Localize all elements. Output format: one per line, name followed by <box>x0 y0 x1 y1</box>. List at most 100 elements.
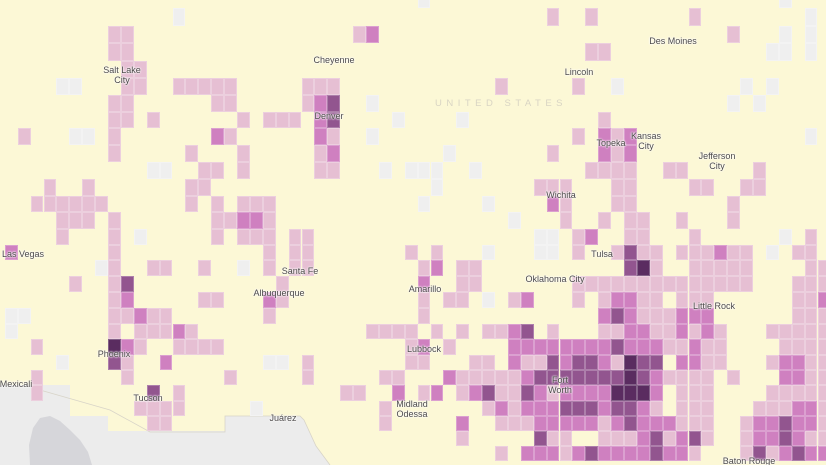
grid-cell-level-1[interactable] <box>507 401 521 417</box>
grid-cell-level-1[interactable] <box>301 77 315 95</box>
grid-cell-level-1[interactable] <box>482 401 495 417</box>
grid-cell-level-1[interactable] <box>262 260 276 276</box>
grid-cell-level-1[interactable] <box>636 212 650 229</box>
grid-cell-level-1[interactable] <box>559 212 573 229</box>
grid-cell-level-2[interactable] <box>120 292 134 308</box>
grid-cell-level-1[interactable] <box>108 276 121 292</box>
grid-cell-level-1[interactable] <box>675 162 689 179</box>
grid-cell-level-1[interactable] <box>572 77 586 95</box>
grid-cell-level-2[interactable] <box>249 212 263 229</box>
grid-cell-level-1[interactable] <box>404 339 418 355</box>
grid-cell-level-1[interactable] <box>378 401 392 417</box>
grid-cell-level-1[interactable] <box>559 179 573 196</box>
grid-cell-level-1[interactable] <box>662 431 676 447</box>
grid-cell-level-1[interactable] <box>675 276 689 292</box>
grid-cell-no-data[interactable] <box>56 354 70 370</box>
grid-cell-level-1[interactable] <box>688 446 702 462</box>
grid-cell-level-1[interactable] <box>804 292 818 308</box>
grid-cell-level-1[interactable] <box>327 128 341 145</box>
grid-cell-level-1[interactable] <box>159 308 173 324</box>
grid-cell-no-data[interactable] <box>443 145 457 163</box>
grid-cell-level-2[interactable] <box>572 385 586 402</box>
grid-cell-level-2[interactable] <box>559 416 573 432</box>
grid-cell-level-1[interactable] <box>108 244 121 260</box>
grid-cell-level-1[interactable] <box>301 260 315 276</box>
grid-cell-level-1[interactable] <box>675 212 689 229</box>
grid-cell-level-2[interactable] <box>546 339 560 355</box>
grid-cell-level-1[interactable] <box>108 25 121 44</box>
grid-cell-level-1[interactable] <box>727 195 741 213</box>
grid-cell-level-1[interactable] <box>507 292 521 308</box>
grid-cell-level-2[interactable] <box>417 276 431 292</box>
grid-cell-level-1[interactable] <box>30 370 44 386</box>
grid-cell-level-1[interactable] <box>159 416 173 432</box>
grid-cell-no-data[interactable] <box>133 229 147 245</box>
grid-cell-level-1[interactable] <box>753 179 766 196</box>
grid-cell-level-1[interactable] <box>146 260 160 276</box>
grid-cell-no-data[interactable] <box>159 162 173 179</box>
grid-cell-level-2[interactable] <box>585 229 599 245</box>
grid-cell-level-1[interactable] <box>30 195 44 213</box>
grid-cell-level-2[interactable] <box>120 339 134 355</box>
grid-cell-level-1[interactable] <box>636 276 650 292</box>
grid-cell-level-1[interactable] <box>430 323 444 340</box>
grid-cell-level-1[interactable] <box>456 276 470 292</box>
grid-cell-level-1[interactable] <box>598 111 612 129</box>
grid-cell-level-1[interactable] <box>417 260 431 276</box>
grid-cell-level-1[interactable] <box>133 323 147 340</box>
grid-cell-level-2[interactable] <box>546 446 560 462</box>
grid-cell-level-1[interactable] <box>701 385 715 402</box>
grid-cell-level-1[interactable] <box>546 8 560 26</box>
grid-cell-level-3[interactable] <box>559 401 573 417</box>
grid-cell-level-2[interactable] <box>636 431 650 447</box>
grid-cell-no-data[interactable] <box>740 77 753 95</box>
grid-cell-level-1[interactable] <box>133 401 147 417</box>
grid-cell-level-1[interactable] <box>817 385 826 402</box>
grid-cell-level-1[interactable] <box>262 229 276 245</box>
grid-cell-level-1[interactable] <box>17 128 31 145</box>
grid-cell-level-1[interactable] <box>817 401 826 417</box>
grid-cell-level-2[interactable] <box>314 128 328 145</box>
grid-cell-level-2[interactable] <box>765 416 779 432</box>
grid-cell-level-2[interactable] <box>469 385 483 402</box>
grid-cell-level-1[interactable] <box>701 292 715 308</box>
grid-cell-level-1[interactable] <box>624 195 637 213</box>
grid-cell-level-3[interactable] <box>688 431 702 447</box>
grid-cell-level-2[interactable] <box>314 111 328 129</box>
grid-cell-level-1[interactable] <box>146 308 160 324</box>
grid-cell-no-data[interactable] <box>366 128 379 145</box>
grid-cell-level-1[interactable] <box>636 308 650 324</box>
grid-cell-level-2[interactable] <box>675 431 689 447</box>
grid-cell-no-data[interactable] <box>778 229 792 245</box>
grid-cell-level-1[interactable] <box>598 323 612 340</box>
grid-cell-level-1[interactable] <box>327 77 341 95</box>
grid-cell-level-1[interactable] <box>649 260 663 276</box>
grid-cell-level-1[interactable] <box>456 323 470 340</box>
grid-cell-level-1[interactable] <box>765 323 779 340</box>
grid-cell-no-data[interactable] <box>765 244 779 260</box>
grid-cell-level-1[interactable] <box>495 323 508 340</box>
grid-cell-level-2[interactable] <box>611 446 624 462</box>
grid-cell-level-2[interactable] <box>675 446 689 462</box>
grid-cell-no-data[interactable] <box>546 244 560 260</box>
grid-cell-level-1[interactable] <box>237 162 250 179</box>
grid-cell-level-2[interactable] <box>778 446 792 462</box>
grid-cell-level-1[interactable] <box>804 260 818 276</box>
grid-cell-level-2[interactable] <box>636 339 650 355</box>
grid-cell-level-3[interactable] <box>585 446 599 462</box>
grid-cell-level-1[interactable] <box>804 308 818 324</box>
grid-cell-no-data[interactable] <box>778 0 792 9</box>
grid-cell-level-1[interactable] <box>533 354 547 370</box>
grid-cell-level-1[interactable] <box>495 446 508 462</box>
grid-cell-level-1[interactable] <box>249 229 263 245</box>
grid-cell-level-2[interactable] <box>520 339 534 355</box>
grid-cell-level-1[interactable] <box>43 195 57 213</box>
grid-cell-level-1[interactable] <box>146 416 160 432</box>
grid-cell-level-1[interactable] <box>198 339 212 355</box>
grid-cell-level-4[interactable] <box>636 385 650 402</box>
grid-cell-level-1[interactable] <box>301 354 315 370</box>
grid-cell-level-3[interactable] <box>585 401 599 417</box>
grid-cell-level-1[interactable] <box>353 385 366 402</box>
grid-cell-no-data[interactable] <box>417 195 431 213</box>
grid-cell-level-2[interactable] <box>598 446 612 462</box>
